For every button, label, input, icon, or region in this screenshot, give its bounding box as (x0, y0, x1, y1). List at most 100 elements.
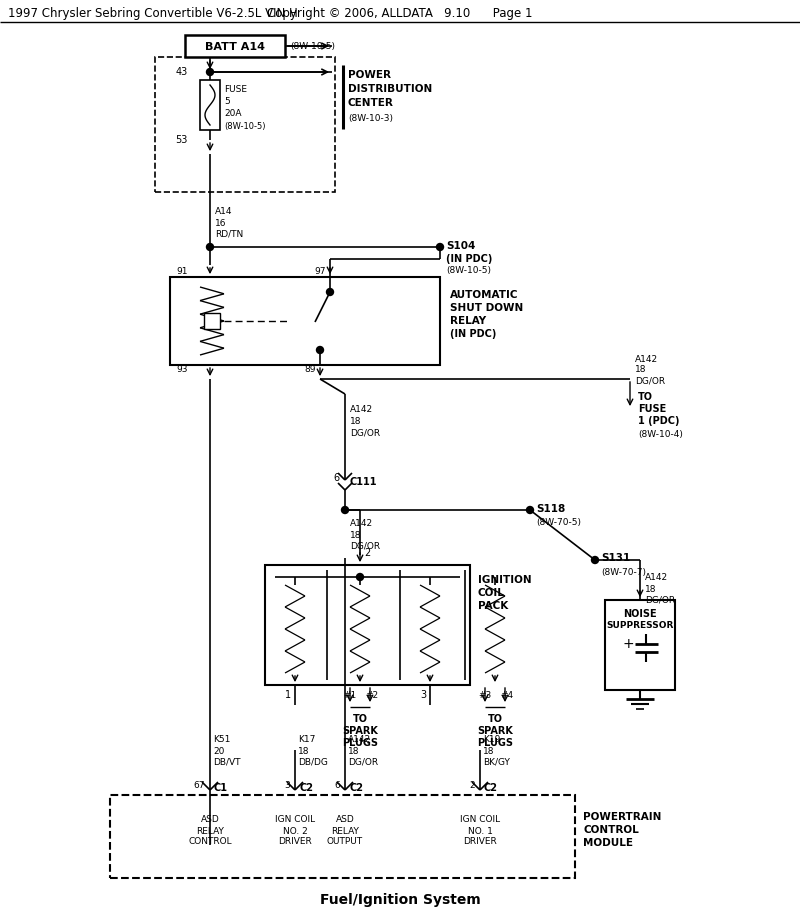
Text: 18: 18 (350, 417, 362, 426)
Text: A142: A142 (350, 405, 373, 413)
Text: ASD: ASD (201, 815, 219, 824)
Text: A142: A142 (635, 354, 658, 364)
Text: PLUGS: PLUGS (477, 738, 513, 748)
Text: 20A: 20A (224, 109, 242, 118)
Text: 1 (PDC): 1 (PDC) (638, 416, 679, 426)
Text: #3: #3 (478, 690, 492, 700)
Text: S118: S118 (536, 504, 566, 514)
Text: (8W-10-5): (8W-10-5) (290, 42, 335, 51)
Text: DB/VT: DB/VT (213, 757, 241, 767)
Text: RELAY: RELAY (450, 316, 486, 326)
Text: #1: #1 (343, 690, 357, 700)
Text: Copyright © 2006, ALLDATA   9.10      Page 1: Copyright © 2006, ALLDATA 9.10 Page 1 (267, 6, 533, 19)
Text: DG/OR: DG/OR (635, 376, 665, 386)
Text: IGN COIL: IGN COIL (460, 815, 500, 824)
Text: 20: 20 (213, 746, 224, 756)
Text: RELAY: RELAY (331, 826, 359, 835)
Circle shape (206, 69, 214, 75)
Text: PACK: PACK (478, 601, 508, 611)
Text: 3: 3 (420, 690, 426, 700)
Text: C111: C111 (350, 477, 378, 487)
Text: A14: A14 (215, 207, 233, 217)
Text: COIL: COIL (478, 588, 505, 598)
Text: CONTROL: CONTROL (188, 837, 232, 846)
Text: C2: C2 (299, 783, 313, 793)
Text: OUTPUT: OUTPUT (327, 837, 363, 846)
Text: K17: K17 (298, 735, 315, 744)
Text: IGN COIL: IGN COIL (275, 815, 315, 824)
Circle shape (342, 507, 349, 513)
Text: DG/OR: DG/OR (350, 429, 380, 438)
Text: DISTRIBUTION: DISTRIBUTION (348, 84, 432, 94)
Text: (8W-10-5): (8W-10-5) (446, 266, 491, 275)
Text: 53: 53 (176, 135, 188, 145)
Text: 2: 2 (364, 548, 370, 558)
Text: 3: 3 (284, 780, 290, 789)
Circle shape (591, 556, 598, 564)
Text: A142: A142 (348, 735, 371, 744)
Text: NO. 2: NO. 2 (282, 826, 307, 835)
Text: (8W-10-3): (8W-10-3) (348, 115, 393, 124)
Text: DG/OR: DG/OR (348, 757, 378, 767)
Text: DB/DG: DB/DG (298, 757, 328, 767)
Text: 18: 18 (350, 531, 362, 540)
Text: 43: 43 (176, 67, 188, 77)
Text: BATT A14: BATT A14 (205, 42, 265, 52)
Text: SPARK: SPARK (477, 726, 513, 736)
Text: SUPPRESSOR: SUPPRESSOR (606, 621, 674, 631)
Text: (8W-70-7): (8W-70-7) (601, 567, 646, 577)
Text: BK/GY: BK/GY (483, 757, 510, 767)
Text: FUSE: FUSE (638, 404, 666, 414)
Bar (265, 565, 470, 685)
Bar (155, 57, 335, 192)
Text: Fuel/Ignition System: Fuel/Ignition System (320, 893, 480, 907)
Circle shape (317, 346, 323, 353)
Text: #2: #2 (366, 690, 378, 700)
Text: K19: K19 (483, 735, 500, 744)
Text: 6: 6 (334, 473, 340, 483)
Text: DRIVER: DRIVER (278, 837, 312, 846)
Text: 18: 18 (645, 585, 657, 594)
Text: 18: 18 (483, 746, 494, 756)
Text: FUSE: FUSE (224, 85, 247, 95)
Text: S104: S104 (446, 241, 475, 251)
Text: RD/TN: RD/TN (215, 230, 243, 239)
Text: RELAY: RELAY (196, 826, 224, 835)
Text: CENTER: CENTER (348, 98, 394, 108)
Text: 18: 18 (635, 365, 646, 375)
Text: TO: TO (638, 392, 653, 402)
Text: K51: K51 (213, 735, 230, 744)
Text: A142: A142 (350, 520, 373, 529)
Text: C2: C2 (484, 783, 498, 793)
Text: (IN PDC): (IN PDC) (450, 329, 496, 339)
Bar (110, 795, 575, 878)
Text: TO: TO (487, 714, 502, 724)
Text: (8W-10-4): (8W-10-4) (638, 430, 683, 439)
Text: PLUGS: PLUGS (342, 738, 378, 748)
Text: AUTOMATIC: AUTOMATIC (450, 290, 518, 300)
Text: (8W-10-5): (8W-10-5) (224, 121, 266, 130)
Text: 5: 5 (224, 97, 230, 106)
Text: C1: C1 (214, 783, 228, 793)
Circle shape (526, 507, 534, 513)
Bar (605, 600, 675, 690)
Text: 1: 1 (285, 690, 291, 700)
Circle shape (357, 574, 363, 580)
Bar (185, 35, 285, 57)
Text: C2: C2 (349, 783, 363, 793)
Text: +: + (622, 637, 634, 651)
Text: 16: 16 (215, 218, 226, 228)
Text: NO. 1: NO. 1 (467, 826, 493, 835)
Text: (IN PDC): (IN PDC) (446, 254, 492, 264)
Text: 18: 18 (298, 746, 310, 756)
Text: NOISE: NOISE (623, 609, 657, 619)
Bar (204, 313, 220, 329)
Text: IGNITION: IGNITION (478, 575, 532, 585)
Text: 18: 18 (348, 746, 359, 756)
Text: 6: 6 (334, 780, 340, 789)
Text: MODULE: MODULE (583, 838, 633, 848)
Circle shape (326, 288, 334, 296)
Text: 91: 91 (177, 266, 188, 275)
Circle shape (206, 243, 214, 251)
Text: 2: 2 (470, 780, 475, 789)
